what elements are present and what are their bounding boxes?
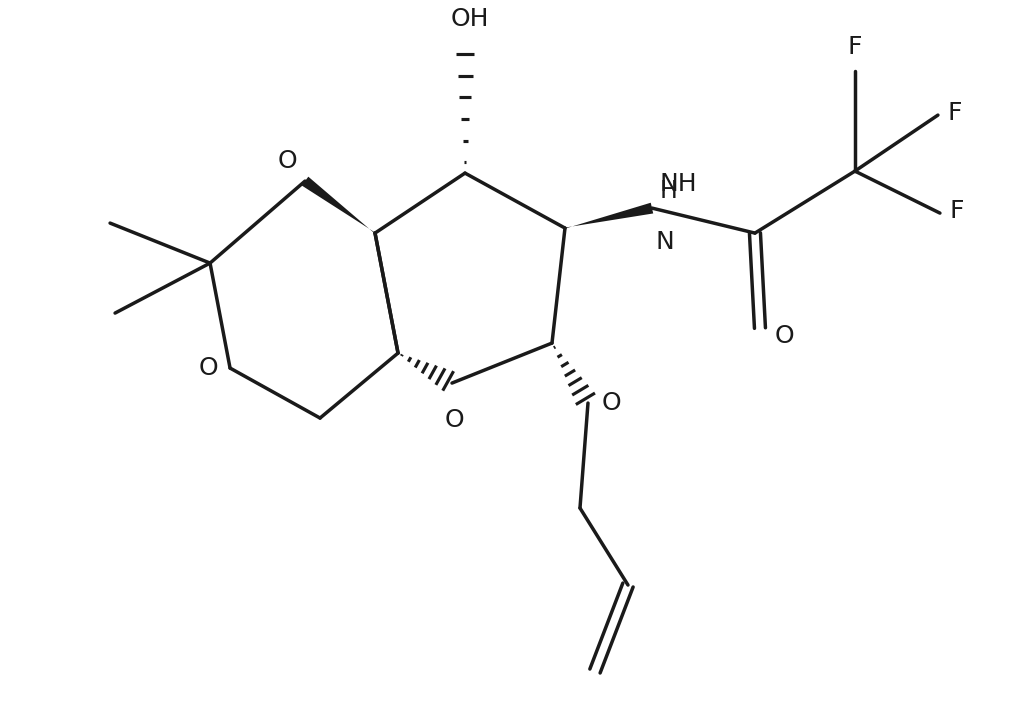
Text: N: N xyxy=(655,230,674,254)
Text: F: F xyxy=(947,101,962,125)
Text: F: F xyxy=(847,35,861,59)
Text: H: H xyxy=(659,179,678,203)
Text: NH: NH xyxy=(659,172,697,196)
Text: F: F xyxy=(949,199,964,223)
Text: O: O xyxy=(199,356,218,380)
Polygon shape xyxy=(302,176,375,234)
Text: O: O xyxy=(277,149,297,173)
Polygon shape xyxy=(565,202,652,228)
Text: O: O xyxy=(774,324,794,348)
Text: O: O xyxy=(601,391,621,415)
Text: OH: OH xyxy=(450,7,489,31)
Text: O: O xyxy=(443,408,464,432)
